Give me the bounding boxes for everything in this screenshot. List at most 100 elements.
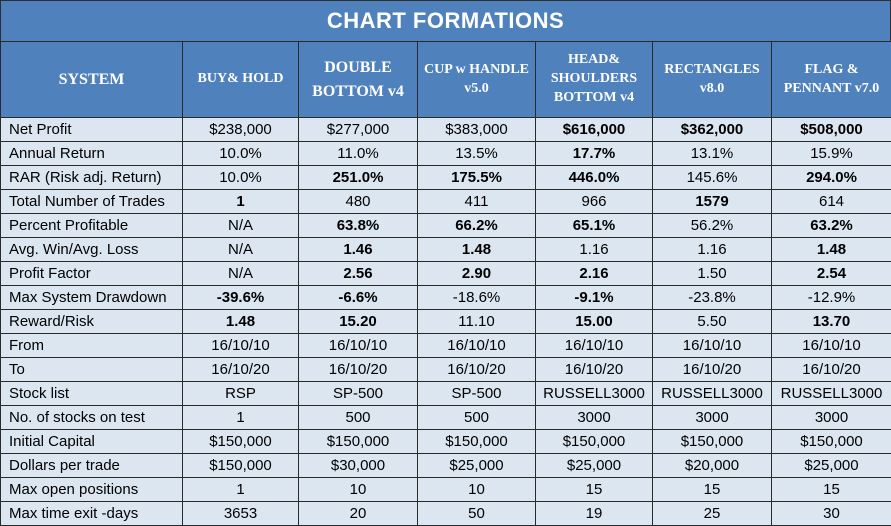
table-cell: 16/10/10: [417, 333, 536, 358]
table-cell: N/A: [182, 213, 299, 238]
table-cell: $150,000: [182, 429, 299, 454]
row-label: Dollars per trade: [0, 453, 183, 478]
table-row: Net Profit $238,000 $277,000 $383,000 $6…: [0, 117, 891, 142]
table-row: Annual Return 10.0% 11.0% 13.5% 17.7% 13…: [0, 141, 891, 166]
table-cell: RUSSELL3000: [652, 381, 772, 406]
table-cell: RUSSELL3000: [771, 381, 891, 406]
row-label: No. of stocks on test: [0, 405, 183, 430]
table-cell: SP-500: [417, 381, 536, 406]
table-cell: 3000: [771, 405, 891, 430]
row-label: To: [0, 357, 183, 382]
table-cell: 65.1%: [535, 213, 653, 238]
table-cell: $25,000: [417, 453, 536, 478]
table-cell: SP-500: [298, 381, 418, 406]
table-cell: 3000: [535, 405, 653, 430]
table-cell: 16/10/20: [771, 357, 891, 382]
table-cell: 500: [298, 405, 418, 430]
table-cell: 25: [652, 501, 772, 526]
row-label: Net Profit: [0, 117, 183, 142]
row-label: Max System Drawdown: [0, 285, 183, 310]
table-row: Max open positions 1 10 10 15 15 15: [0, 477, 891, 502]
table-cell: 1.50: [652, 261, 772, 286]
table-cell: $150,000: [771, 429, 891, 454]
table-cell: 1.16: [535, 237, 653, 262]
table-cell: -18.6%: [417, 285, 536, 310]
table-row: From 16/10/10 16/10/10 16/10/10 16/10/10…: [0, 333, 891, 358]
table-cell: 20: [298, 501, 418, 526]
table-cell: 11.10: [417, 309, 536, 334]
table-cell: 2.54: [771, 261, 891, 286]
table-cell: 3653: [182, 501, 299, 526]
table-cell: $20,000: [652, 453, 772, 478]
table-cell: -9.1%: [535, 285, 653, 310]
table-cell: 5.50: [652, 309, 772, 334]
table-cell: $277,000: [298, 117, 418, 142]
table-row: No. of stocks on test 1 500 500 3000 300…: [0, 405, 891, 430]
table-cell: 614: [771, 189, 891, 214]
table-cell: $150,000: [652, 429, 772, 454]
table-cell: 16/10/20: [298, 357, 418, 382]
table-cell: 10: [417, 477, 536, 502]
table-cell: $616,000: [535, 117, 653, 142]
row-label: From: [0, 333, 183, 358]
table-cell: 1.48: [182, 309, 299, 334]
table-row: RAR (Risk adj. Return) 10.0% 251.0% 175.…: [0, 165, 891, 190]
table-title: CHART FORMATIONS: [0, 0, 891, 42]
table-cell: 16/10/20: [652, 357, 772, 382]
table-cell: $150,000: [535, 429, 653, 454]
table-cell: 1.48: [771, 237, 891, 262]
table-row: Max System Drawdown -39.6% -6.6% -18.6% …: [0, 285, 891, 310]
table-cell: 13.1%: [652, 141, 772, 166]
table-cell: 63.2%: [771, 213, 891, 238]
row-label: Max time exit -days: [0, 501, 183, 526]
table-cell: 175.5%: [417, 165, 536, 190]
table-cell: 500: [417, 405, 536, 430]
row-label: Profit Factor: [0, 261, 183, 286]
table-cell: 10: [298, 477, 418, 502]
table-cell: 50: [417, 501, 536, 526]
table-cell: $383,000: [417, 117, 536, 142]
table-row: Stock list RSP SP-500 SP-500 RUSSELL3000…: [0, 381, 891, 406]
header-system: SYSTEM: [0, 41, 183, 118]
table-cell: 30: [771, 501, 891, 526]
table-cell: 480: [298, 189, 418, 214]
table-cell: 16/10/20: [182, 357, 299, 382]
table-cell: 10.0%: [182, 165, 299, 190]
table-cell: 11.0%: [298, 141, 418, 166]
table-cell: 2.16: [535, 261, 653, 286]
table-cell: 1: [182, 477, 299, 502]
table-cell: N/A: [182, 237, 299, 262]
table-cell: -6.6%: [298, 285, 418, 310]
table-cell: 145.6%: [652, 165, 772, 190]
table-cell: -23.8%: [652, 285, 772, 310]
table-cell: $150,000: [182, 453, 299, 478]
table-row: Reward/Risk 1.48 15.20 11.10 15.00 5.50 …: [0, 309, 891, 334]
table-cell: $508,000: [771, 117, 891, 142]
table-cell: 411: [417, 189, 536, 214]
header-row: SYSTEM BUY& HOLD DOUBLE BOTTOM v4 CUP w …: [0, 41, 891, 118]
table-cell: 1: [182, 405, 299, 430]
header-double-bottom: DOUBLE BOTTOM v4: [298, 41, 418, 118]
table-cell: 15: [771, 477, 891, 502]
row-label: Reward/Risk: [0, 309, 183, 334]
table-cell: 1.48: [417, 237, 536, 262]
table-cell: 294.0%: [771, 165, 891, 190]
table-cell: 2.56: [298, 261, 418, 286]
table-cell: 16/10/10: [771, 333, 891, 358]
table-cell: 15: [535, 477, 653, 502]
table-cell: 16/10/20: [417, 357, 536, 382]
table-cell: $150,000: [417, 429, 536, 454]
table-cell: 63.8%: [298, 213, 418, 238]
row-label: Initial Capital: [0, 429, 183, 454]
table-cell: 16/10/10: [298, 333, 418, 358]
table-cell: 16/10/10: [182, 333, 299, 358]
header-buy-hold: BUY& HOLD: [182, 41, 299, 118]
table-cell: $25,000: [535, 453, 653, 478]
table-cell: 10.0%: [182, 141, 299, 166]
table-cell: $362,000: [652, 117, 772, 142]
table-row: Profit Factor N/A 2.56 2.90 2.16 1.50 2.…: [0, 261, 891, 286]
row-label: RAR (Risk adj. Return): [0, 165, 183, 190]
table-cell: $30,000: [298, 453, 418, 478]
table-cell: 15.00: [535, 309, 653, 334]
